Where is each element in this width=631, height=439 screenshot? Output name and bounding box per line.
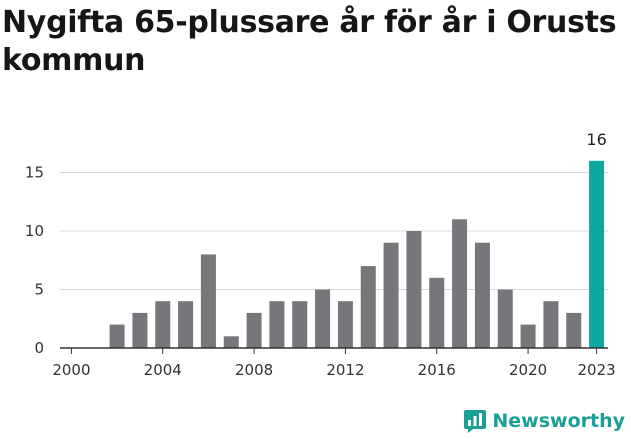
data-labels: 16 [586, 130, 606, 149]
x-axis: 2000 2004 2008 2012 2016 2020 2023 [52, 347, 616, 379]
brand-name: Newsworthy [492, 410, 625, 432]
bar-2021 [543, 301, 559, 348]
y-tick-label-5: 5 [34, 281, 44, 299]
newsworthy-brand: Newsworthy [463, 408, 625, 434]
bar-2019 [497, 289, 513, 348]
y-tick-label-10: 10 [25, 222, 44, 240]
x-tick-label-2000: 2000 [52, 361, 90, 379]
x-tick-label-2016: 2016 [418, 361, 456, 379]
x-tick-label-2023: 2023 [577, 361, 615, 379]
bar-2023 [589, 160, 605, 348]
bar-2012 [337, 301, 353, 348]
bar-2008 [246, 312, 262, 348]
bar-2006 [200, 254, 216, 348]
x-tick-label-2004: 2004 [144, 361, 182, 379]
chart-title: Nygifta 65-plussare år för år i Orusts k… [2, 5, 617, 78]
x-tick-label-2020: 2020 [509, 361, 547, 379]
bar-2016 [429, 277, 445, 348]
bar-2009 [269, 301, 285, 348]
bar-2005 [178, 301, 194, 348]
y-tick-label-0: 0 [34, 339, 44, 357]
y-tick-label-15: 15 [25, 164, 44, 182]
bar-2020 [520, 324, 536, 348]
bar-2018 [474, 242, 490, 348]
bar-2002 [109, 324, 125, 348]
data-label-2023: 16 [586, 130, 606, 149]
bar-2015 [406, 231, 422, 348]
bar-2007 [223, 336, 239, 348]
bar-2014 [383, 242, 399, 348]
y-axis: 0 5 10 15 [25, 164, 44, 358]
bar-2013 [360, 266, 376, 348]
bar-2010 [292, 301, 308, 348]
bars [109, 160, 605, 348]
x-tick-label-2012: 2012 [326, 361, 364, 379]
bar-2004 [155, 301, 171, 348]
bar-2011 [315, 289, 331, 348]
gridlines [60, 172, 608, 290]
x-tick-label-2008: 2008 [235, 361, 273, 379]
bar-2003 [132, 312, 148, 348]
bar-2022 [566, 312, 582, 348]
newsworthy-logo-icon [464, 410, 487, 433]
bar-2017 [452, 219, 468, 348]
